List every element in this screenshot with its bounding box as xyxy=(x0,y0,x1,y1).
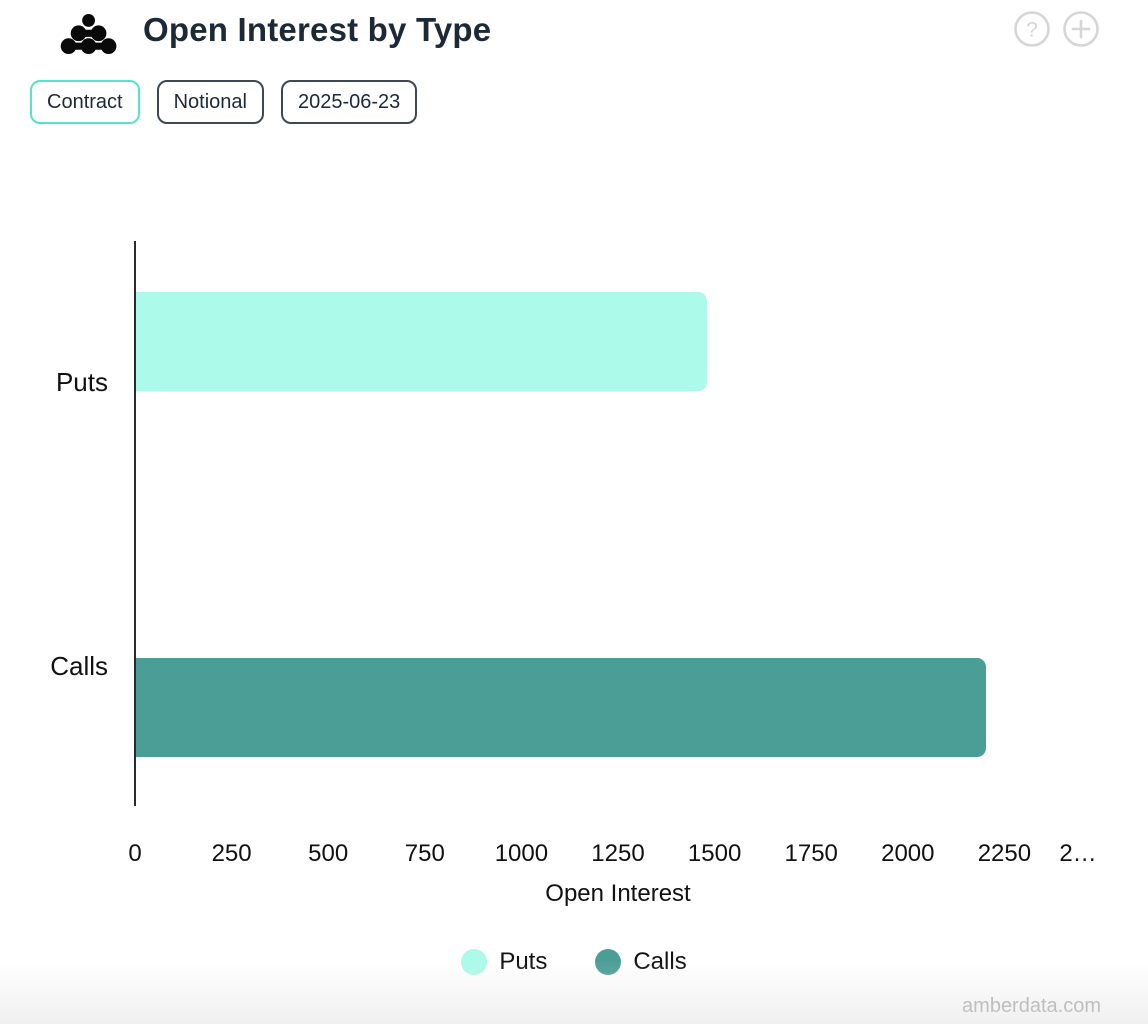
amberdata-logo xyxy=(54,9,126,64)
toggle-button-contract[interactable]: Contract xyxy=(30,80,140,124)
x-tick-label: 0 xyxy=(128,840,142,867)
x-tick-label: 2… xyxy=(1059,840,1097,867)
legend-dot-calls xyxy=(595,949,622,975)
x-tick-label: 250 xyxy=(211,840,252,867)
x-tick-label: 1500 xyxy=(687,840,742,867)
toggle-button-2025-06-23[interactable]: 2025-06-23 xyxy=(280,80,418,124)
toggle-button-notional[interactable]: Notional xyxy=(156,80,264,124)
legend-item-calls[interactable]: Calls xyxy=(595,948,687,976)
watermark: amberdata.com xyxy=(962,995,1101,1017)
legend-item-puts[interactable]: Puts xyxy=(461,948,547,976)
svg-text:?: ? xyxy=(1026,19,1038,42)
y-axis-line xyxy=(134,241,136,806)
y-axis-label-calls: Calls xyxy=(50,651,108,681)
y-axis-label-puts: Puts xyxy=(55,367,108,397)
x-tick-label: 750 xyxy=(404,840,445,867)
legend-label: Puts xyxy=(499,948,548,975)
x-tick-label: 2000 xyxy=(881,840,935,867)
chart-toolbar: Contract Notional 2025-06-23 xyxy=(30,80,418,124)
bar-calls[interactable] xyxy=(136,658,986,757)
legend-label: Calls xyxy=(633,948,687,975)
x-tick-label: 500 xyxy=(308,840,349,867)
help-icon[interactable]: ? xyxy=(1013,10,1051,48)
chart-legend: Puts Calls xyxy=(0,948,1148,976)
x-axis-title: Open Interest xyxy=(545,880,691,907)
bar-puts[interactable] xyxy=(136,292,707,391)
x-tick-label: 2250 xyxy=(977,840,1032,867)
page-title: Open Interest by Type xyxy=(143,11,492,48)
x-tick-label: 1250 xyxy=(591,840,645,867)
x-tick-label: 1750 xyxy=(784,840,838,867)
add-icon[interactable] xyxy=(1062,10,1100,48)
legend-dot-puts xyxy=(461,949,488,975)
corner-actions: ? xyxy=(1013,10,1100,48)
x-tick-label: 1000 xyxy=(494,840,549,867)
